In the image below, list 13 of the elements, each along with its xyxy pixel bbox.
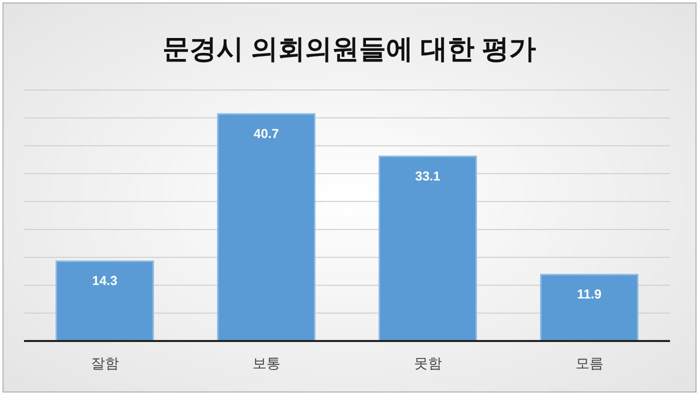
data-label: 40.7 — [254, 126, 279, 141]
x-tick-label: 잘함 — [90, 355, 119, 371]
x-tick-label: 모름 — [575, 355, 604, 371]
bar — [217, 113, 316, 342]
bar — [540, 274, 638, 342]
data-label: 33.1 — [415, 168, 440, 184]
bar — [56, 260, 154, 342]
bar — [378, 156, 477, 342]
x-tick-label: 못함 — [414, 355, 442, 371]
chart-title: 문경시 의회의원들에 대한 평가 — [162, 34, 536, 64]
data-label: 14.3 — [92, 273, 118, 288]
data-label: 11.9 — [576, 286, 602, 302]
x-tick-label: 보통 — [252, 355, 280, 371]
